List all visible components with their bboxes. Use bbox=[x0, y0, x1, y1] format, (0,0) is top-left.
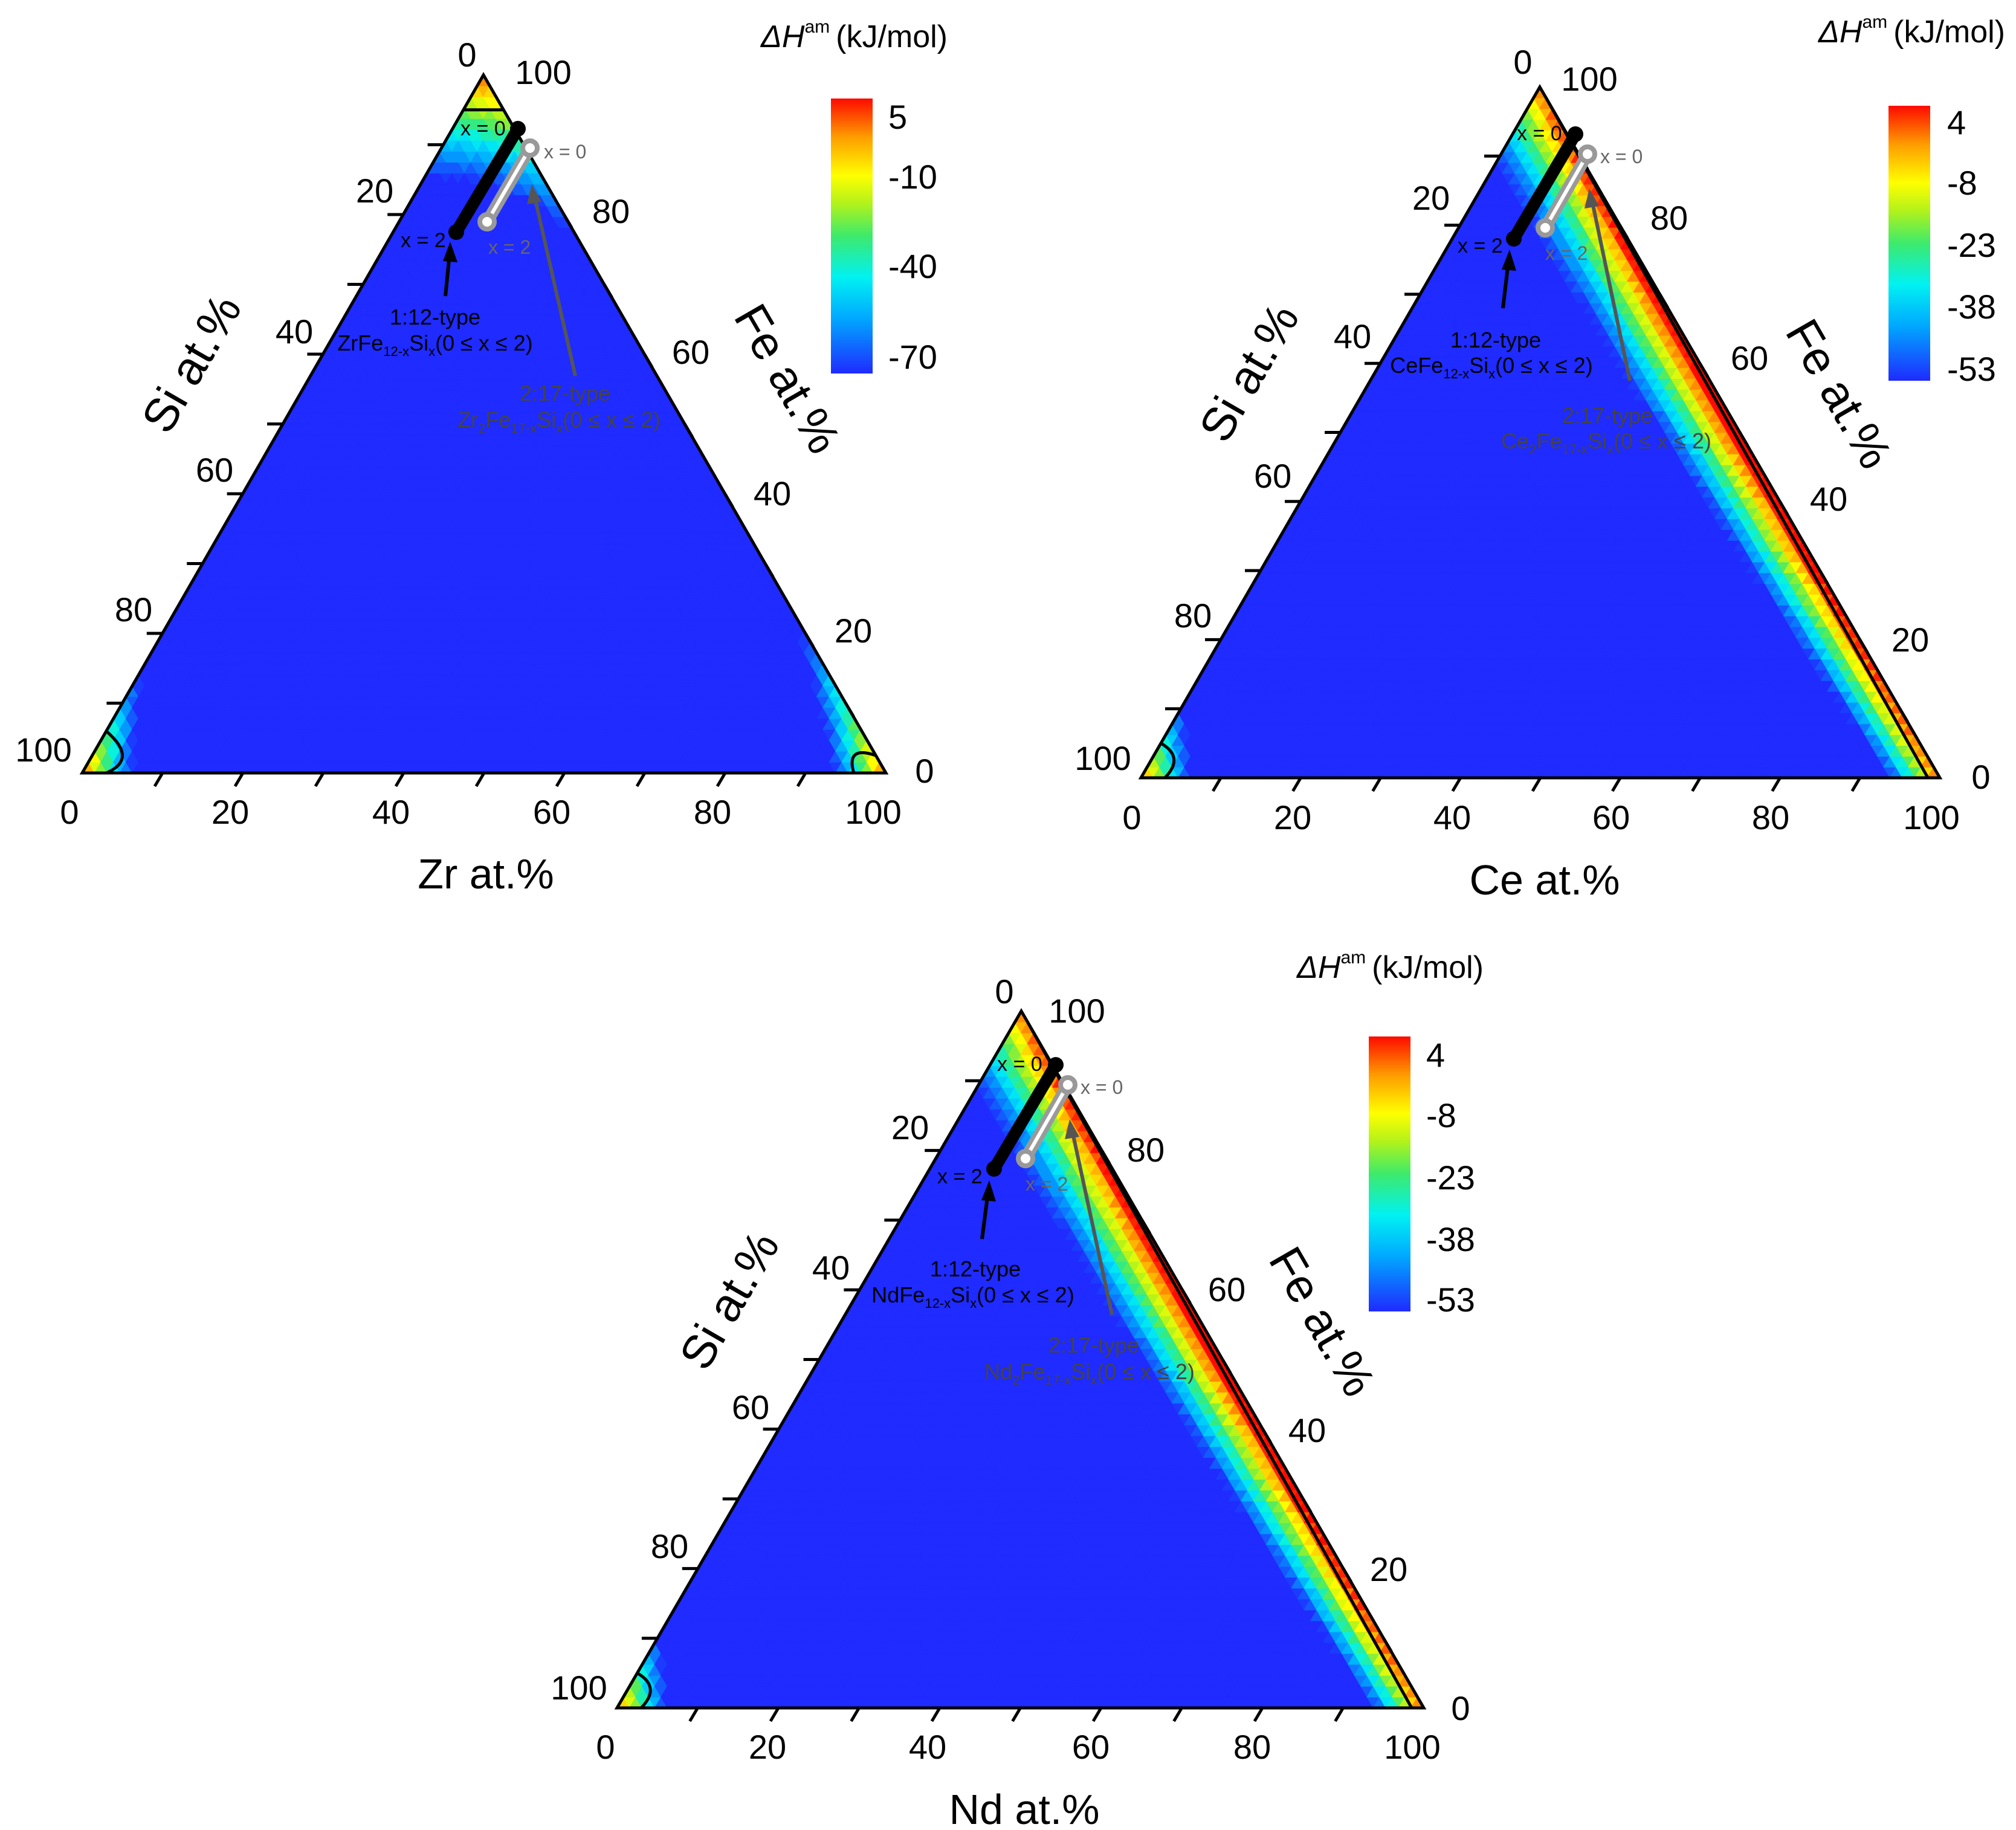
bottom-axis-title: Zr at.% bbox=[418, 850, 554, 897]
colorbar-title: ΔHam (kJ/mol) bbox=[760, 17, 948, 54]
contour-cells bbox=[82, 75, 886, 773]
bottom-tick-label: 60 bbox=[533, 793, 570, 831]
contour-map bbox=[82, 75, 886, 773]
colorbar-tick: -70 bbox=[888, 338, 937, 376]
panel-zr: 0 20 40 60 80 100 0 20 40 60 80 100 100 … bbox=[15, 17, 948, 897]
left-tick-label: 40 bbox=[276, 312, 313, 351]
bottom-tick-label: 40 bbox=[372, 793, 410, 831]
series-112-point-x0 bbox=[510, 121, 526, 137]
right-tick-label: 0 bbox=[915, 752, 934, 790]
right-tick-label: 40 bbox=[754, 474, 791, 512]
right-tick-label: 60 bbox=[672, 333, 709, 371]
series-217-point-x2 bbox=[477, 212, 497, 231]
bottom-tick bbox=[796, 772, 807, 787]
colorbar: ΔHam (kJ/mol) 5 -10 -40 -70 bbox=[760, 17, 948, 376]
x0-label-217: x = 0 bbox=[544, 141, 586, 163]
left-tick-label: 20 bbox=[356, 172, 393, 210]
colorbar-tick: 5 bbox=[888, 98, 907, 136]
bottom-tick-label: 100 bbox=[845, 793, 901, 831]
bottom-tick-label: 80 bbox=[694, 793, 731, 831]
bottom-tick bbox=[394, 772, 405, 787]
colorbar-bar bbox=[831, 99, 873, 373]
left-tick-label: 100 bbox=[15, 731, 71, 769]
label-112-type: 1:12-type bbox=[390, 305, 480, 329]
colorbar-tick: -40 bbox=[888, 247, 937, 285]
panel-ce: 0 20 40 60 80 100 0 20 40 60 80 100 100 … bbox=[1074, 12, 2005, 904]
series-112-point-x2 bbox=[448, 224, 464, 240]
x0-label-112: x = 0 bbox=[460, 117, 506, 140]
bottom-tick bbox=[635, 772, 647, 787]
bottom-tick bbox=[555, 772, 566, 787]
series-217-point-x0 bbox=[520, 138, 540, 158]
x2-label-112: x = 2 bbox=[401, 229, 446, 252]
bottom-tick bbox=[474, 772, 486, 787]
bottom-tick-label: 0 bbox=[60, 793, 79, 831]
left-axis-title: Si at.% bbox=[131, 285, 252, 441]
right-tick-label: 80 bbox=[592, 192, 630, 230]
left-tick-label: 80 bbox=[115, 590, 152, 629]
bottom-tick bbox=[233, 772, 245, 787]
right-tick-label: 100 bbox=[515, 53, 571, 91]
label-217-type: 2:17-type bbox=[520, 381, 610, 406]
colorbar-tick: -10 bbox=[888, 158, 937, 196]
bottom-tick-label: 20 bbox=[212, 793, 249, 831]
label-112-formula: ZrFe12-xSix(0 ≤ x ≤ 2) bbox=[337, 331, 532, 359]
left-tick-label: 0 bbox=[457, 36, 476, 74]
bottom-tick bbox=[716, 772, 727, 787]
bottom-tick bbox=[153, 772, 164, 787]
right-tick-label: 20 bbox=[835, 612, 872, 650]
bottom-tick bbox=[314, 772, 325, 787]
x2-label-217: x = 2 bbox=[488, 236, 531, 258]
left-tick-label: 60 bbox=[196, 451, 233, 489]
